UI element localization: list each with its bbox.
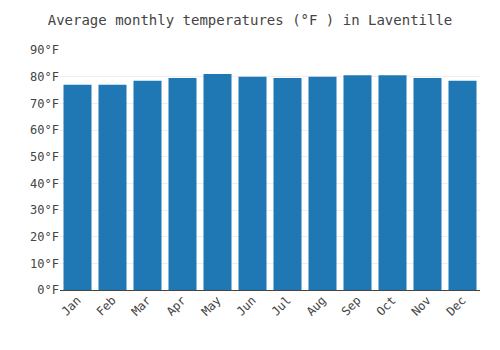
svg-text:Average monthly temperatures (: Average monthly temperatures (°F ) in La…: [48, 12, 453, 28]
svg-text:50°F: 50°F: [30, 150, 59, 164]
svg-text:30°F: 30°F: [30, 203, 59, 217]
svg-text:20°F: 20°F: [30, 230, 59, 244]
svg-text:Jan: Jan: [59, 293, 84, 318]
svg-text:Sep: Sep: [339, 293, 364, 318]
svg-text:0°F: 0°F: [37, 283, 59, 297]
svg-text:80°F: 80°F: [30, 70, 59, 84]
svg-text:Mar: Mar: [129, 293, 154, 318]
svg-text:Jun: Jun: [234, 293, 259, 318]
svg-text:Jul: Jul: [269, 293, 294, 318]
svg-text:Dec: Dec: [444, 293, 469, 318]
svg-text:40°F: 40°F: [30, 177, 59, 191]
svg-text:Feb: Feb: [94, 293, 119, 318]
svg-text:70°F: 70°F: [30, 97, 59, 111]
svg-text:May: May: [199, 293, 224, 318]
svg-text:Apr: Apr: [164, 293, 189, 318]
svg-text:90°F: 90°F: [30, 43, 59, 57]
svg-text:10°F: 10°F: [30, 257, 59, 271]
svg-text:Nov: Nov: [409, 293, 434, 318]
svg-text:Aug: Aug: [304, 293, 329, 318]
svg-text:60°F: 60°F: [30, 123, 59, 137]
svg-text:Oct: Oct: [374, 293, 399, 318]
